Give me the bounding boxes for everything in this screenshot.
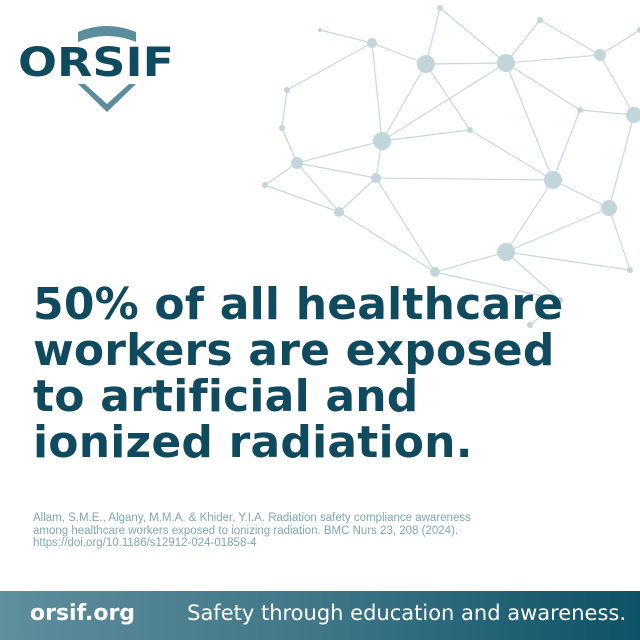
network-node [544, 171, 562, 189]
network-node [467, 127, 473, 133]
network-node [627, 267, 633, 273]
network-link [608, 114, 635, 209]
website-link[interactable]: orsif.org [30, 601, 136, 626]
network-link [529, 299, 561, 326]
orsif-logo: ORSIF [18, 26, 174, 112]
network-link [599, 54, 635, 116]
network-node [417, 55, 435, 73]
network-link [434, 271, 561, 301]
citation: Allam, S.M.E., Algany, M.M.A. & Khider, … [33, 512, 553, 550]
network-node [334, 207, 344, 217]
headline-line: to artificial and [33, 371, 419, 422]
network-node [284, 87, 290, 93]
network-node [437, 5, 443, 11]
network-node [430, 267, 440, 277]
citation-line: Allam, S.M.E., Algany, M.M.A. & Khider, … [33, 512, 471, 524]
network-link [539, 19, 601, 56]
network-link [439, 7, 507, 64]
headline-line: 50% of all healthcare [33, 279, 564, 330]
network-link [371, 42, 427, 65]
citation-doi-link[interactable]: https://doi.org/10.1186/s12912-024-01858… [33, 537, 257, 549]
network-node [577, 107, 583, 113]
network-node [367, 38, 377, 48]
svg-text:ORSIF: ORSIF [18, 40, 174, 86]
network-node [537, 17, 543, 23]
network-link [552, 179, 610, 209]
network-node [371, 173, 381, 183]
network-link [375, 177, 554, 181]
network-node [497, 54, 515, 72]
network-link [599, 29, 640, 56]
network-node [497, 243, 515, 261]
network-node [527, 322, 533, 328]
network-link [381, 63, 427, 142]
network-link [296, 162, 340, 213]
shield-bottom [78, 84, 136, 112]
network-link [296, 140, 383, 164]
shield-top [78, 26, 136, 42]
network-link [381, 129, 471, 142]
citation-line: among healthcare workers exposed to ioni… [33, 524, 459, 537]
network-link [381, 62, 507, 142]
network-link [281, 127, 298, 164]
network-link [505, 19, 541, 64]
network-node [279, 125, 285, 131]
network-link [281, 89, 288, 129]
tagline: Safety through education and awareness. [187, 601, 626, 625]
network-link [425, 63, 471, 131]
network-link [434, 251, 507, 273]
network-node [262, 182, 268, 188]
network-link [425, 7, 441, 65]
network-link [338, 177, 377, 213]
network-link [505, 251, 561, 301]
network-link [552, 109, 581, 181]
network-link [505, 62, 581, 111]
network-link [505, 62, 554, 181]
network-node [318, 28, 322, 32]
network-link [425, 62, 507, 65]
network-node [557, 297, 563, 303]
headline-line: workers are exposed [33, 325, 555, 376]
network-link [505, 207, 610, 253]
network-link [338, 211, 436, 273]
network-link [469, 129, 554, 181]
network-globe-graphic [262, 5, 640, 328]
network-link [264, 184, 340, 213]
headline-line: ionized radiation. [33, 417, 473, 468]
network-node [373, 132, 391, 150]
network-link [371, 42, 383, 142]
network-link [505, 54, 601, 64]
network-link [296, 162, 377, 179]
network-link [505, 179, 554, 253]
network-link [264, 162, 298, 186]
network-node [291, 157, 303, 169]
network-link [608, 207, 631, 271]
network-link [286, 42, 373, 91]
network-node [626, 107, 640, 123]
network-link [505, 251, 631, 271]
network-node [594, 49, 606, 61]
footer-banner: orsif.org Safety through education and a… [0, 591, 640, 640]
headline: 50% of all healthcare workers are expose… [33, 282, 593, 466]
network-node [601, 200, 617, 216]
network-link [319, 29, 373, 44]
network-link [579, 109, 635, 116]
network-link [375, 177, 436, 273]
network-node [637, 27, 640, 33]
